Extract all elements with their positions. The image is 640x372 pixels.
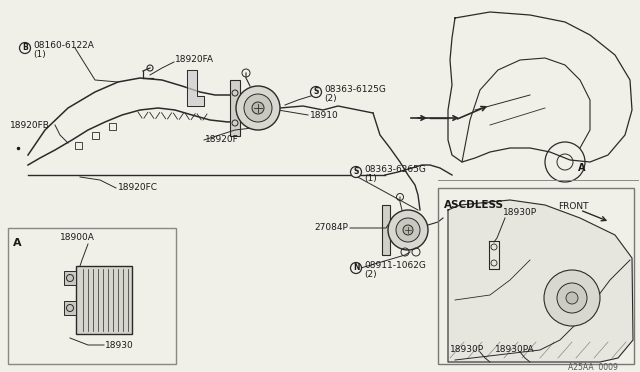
Text: S: S bbox=[353, 167, 358, 176]
Circle shape bbox=[351, 263, 362, 273]
Text: A: A bbox=[13, 238, 22, 248]
Text: A: A bbox=[579, 163, 586, 173]
Text: A25AA  0009: A25AA 0009 bbox=[568, 362, 618, 372]
Circle shape bbox=[310, 87, 321, 97]
Text: 18930P: 18930P bbox=[450, 346, 484, 355]
FancyBboxPatch shape bbox=[382, 205, 390, 255]
Text: 18930PA: 18930PA bbox=[495, 346, 534, 355]
Text: 18920FC: 18920FC bbox=[118, 183, 158, 192]
Text: 18920FB: 18920FB bbox=[10, 121, 50, 129]
Text: (1): (1) bbox=[33, 51, 45, 60]
Bar bbox=[438, 188, 634, 364]
Bar bbox=[76, 266, 132, 334]
Text: FRONT: FRONT bbox=[558, 202, 589, 211]
Text: S: S bbox=[314, 87, 319, 96]
Circle shape bbox=[244, 94, 272, 122]
Text: 08363-6265G: 08363-6265G bbox=[364, 164, 426, 173]
Bar bbox=[64, 301, 76, 315]
Circle shape bbox=[544, 270, 600, 326]
Text: 18930P: 18930P bbox=[503, 208, 537, 217]
Circle shape bbox=[388, 210, 428, 250]
Circle shape bbox=[236, 86, 280, 130]
Text: 18920F: 18920F bbox=[205, 135, 239, 144]
Text: B: B bbox=[22, 44, 28, 52]
Text: 18900A: 18900A bbox=[60, 234, 95, 243]
Text: 08911-1062G: 08911-1062G bbox=[364, 260, 426, 269]
Text: 27084P: 27084P bbox=[314, 224, 348, 232]
Text: (1): (1) bbox=[364, 174, 377, 183]
Text: 18910: 18910 bbox=[310, 110, 339, 119]
Polygon shape bbox=[187, 70, 204, 106]
Text: 18930: 18930 bbox=[105, 340, 134, 350]
Circle shape bbox=[403, 225, 413, 235]
Text: 08363-6125G: 08363-6125G bbox=[324, 84, 386, 93]
Bar bbox=[8, 228, 176, 364]
Text: (2): (2) bbox=[364, 270, 376, 279]
Circle shape bbox=[566, 292, 578, 304]
Circle shape bbox=[396, 218, 420, 242]
Text: N: N bbox=[353, 263, 359, 273]
Circle shape bbox=[351, 167, 362, 177]
Text: 18920FA: 18920FA bbox=[175, 55, 214, 64]
FancyBboxPatch shape bbox=[230, 80, 240, 136]
Circle shape bbox=[557, 283, 587, 313]
Bar bbox=[64, 271, 76, 285]
Text: (2): (2) bbox=[324, 94, 337, 103]
Text: 08160-6122A: 08160-6122A bbox=[33, 41, 94, 49]
Circle shape bbox=[19, 42, 31, 54]
Text: ASCDLESS: ASCDLESS bbox=[444, 200, 504, 210]
Circle shape bbox=[252, 102, 264, 114]
Polygon shape bbox=[448, 200, 633, 362]
